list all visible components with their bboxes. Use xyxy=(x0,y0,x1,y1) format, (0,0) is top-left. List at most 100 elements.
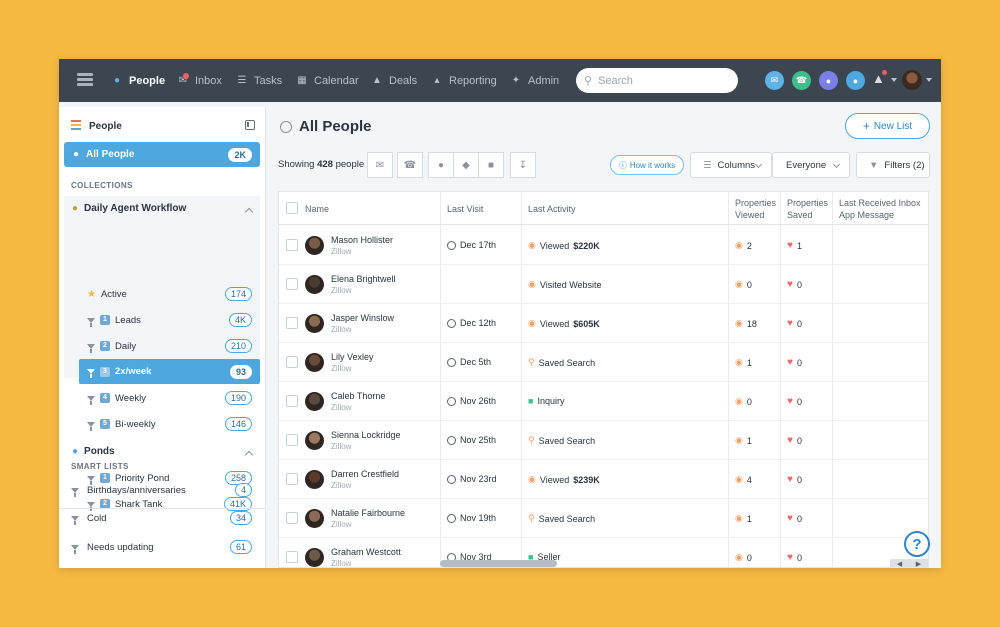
row-checkbox[interactable] xyxy=(286,434,298,446)
nav-tasks[interactable]: ☰ Tasks xyxy=(237,74,283,87)
ponds-icon: ● xyxy=(72,446,79,457)
table-row[interactable]: Mason Hollister Zillow Dec 17th ◉ Viewed $220… xyxy=(279,226,928,265)
horizontal-scrollbar[interactable] xyxy=(440,560,557,567)
divider xyxy=(59,508,265,509)
email-action-icon[interactable]: ✉ xyxy=(765,71,784,90)
chat-action-icon[interactable]: ● xyxy=(819,71,838,90)
filters-button[interactable]: ▼ Filters (2) xyxy=(856,152,930,178)
search-input[interactable] xyxy=(598,74,719,87)
search-bar[interactable]: ⚲ xyxy=(576,68,738,93)
call-button[interactable]: ☎ xyxy=(397,152,423,178)
table-row[interactable]: Jasper Winslow Zillow Dec 12th ◉ Viewed $605K… xyxy=(279,304,928,343)
smart-list-cold[interactable]: Cold 34 xyxy=(71,507,260,529)
header-properties-viewed[interactable]: Properties Viewed xyxy=(735,197,777,220)
table-row[interactable]: Darren Crestfield Zillow Nov 23rd ◉ Viewed $2… xyxy=(279,460,928,499)
table-row[interactable]: Sienna Lockridge Zillow Nov 25th ⚲ Saved Sea… xyxy=(279,421,928,460)
last-activity-cell: ◉ Viewed $239K xyxy=(528,474,600,485)
sidebar-item-bi-weekly[interactable]: 5 Bi-weekly 146 xyxy=(64,413,260,435)
nav-people[interactable]: ● People xyxy=(111,59,165,102)
smart-list-birthdays[interactable]: Birthdays/anniversaries 4 xyxy=(71,479,260,501)
assign-button[interactable]: ● xyxy=(428,152,454,178)
smart-list-needs-updating[interactable]: Needs updating 61 xyxy=(71,536,260,558)
person-name[interactable]: Jasper Winslow xyxy=(331,313,395,323)
table-row[interactable]: Caleb Thorne Zillow Nov 26th ■ Inquiry ◉ 0 ♥ 0 xyxy=(279,382,928,421)
row-checkbox[interactable] xyxy=(286,395,298,407)
row-checkbox[interactable] xyxy=(286,356,298,368)
table-row[interactable]: Lily Vexley Zillow Dec 5th ⚲ Saved Search ◉ 1 ♥… xyxy=(279,343,928,382)
workflow-header[interactable]: ● Daily Agent Workflow xyxy=(72,203,187,214)
add-person-action-icon[interactable]: ● xyxy=(846,71,865,90)
delete-button[interactable]: ■ xyxy=(478,152,504,178)
sidebar-item-active[interactable]: ★ Active 174 xyxy=(64,283,260,305)
table-row[interactable]: Natalie Fairbourne Zillow Nov 19th ⚲ Saved S… xyxy=(279,499,928,538)
phone-icon: ☎ xyxy=(403,159,417,171)
row-checkbox[interactable] xyxy=(286,551,298,563)
bell-icon[interactable]: ▲ xyxy=(872,71,885,86)
person-name[interactable]: Sienna Lockridge xyxy=(331,430,401,440)
person-name[interactable]: Natalie Fairbourne xyxy=(331,508,406,518)
chevron-right-icon[interactable]: ▶ xyxy=(915,560,922,568)
person-name[interactable]: Lily Vexley xyxy=(331,352,374,362)
how-it-works-button[interactable]: ⓘ How it works xyxy=(610,155,684,175)
row-checkbox[interactable] xyxy=(286,278,298,290)
properties-viewed-cell: ◉ 18 xyxy=(735,318,757,329)
nav-deals[interactable]: ▲ Deals xyxy=(372,74,418,87)
logo-icon[interactable] xyxy=(77,73,93,89)
sidebar-item-weekly[interactable]: 4 Weekly 190 xyxy=(64,387,260,409)
sidebar-item-daily[interactable]: 2 Daily 210 xyxy=(64,335,260,357)
header-name[interactable]: Name xyxy=(305,203,330,214)
nav-calendar[interactable]: ▦ Calendar xyxy=(297,74,359,87)
user-avatar[interactable] xyxy=(902,70,922,90)
row-checkbox[interactable] xyxy=(286,473,298,485)
new-list-button[interactable]: + New List xyxy=(845,113,930,139)
sidebar-item-leads[interactable]: 1 Leads 4K xyxy=(64,309,260,331)
person-name[interactable]: Caleb Thorne xyxy=(331,391,386,401)
person-name[interactable]: Graham Westcott xyxy=(331,547,401,557)
header-last-visit[interactable]: Last Visit xyxy=(447,203,484,214)
person-source: Zillow xyxy=(331,364,352,373)
eye-icon: ◉ xyxy=(735,474,743,484)
column-divider xyxy=(440,192,441,567)
chevron-down-icon[interactable] xyxy=(926,78,932,82)
select-all-checkbox[interactable] xyxy=(286,202,298,214)
person-name[interactable]: Mason Hollister xyxy=(331,235,394,245)
row-checkbox[interactable] xyxy=(286,239,298,251)
last-activity-cell: ⚲ Saved Search xyxy=(528,357,596,368)
ponds-header[interactable]: ● Ponds xyxy=(72,446,115,457)
last-visit-cell: Dec 17th xyxy=(447,240,496,250)
clock-icon xyxy=(447,357,456,367)
header-last-activity[interactable]: Last Activity xyxy=(528,203,576,214)
chevron-up-icon[interactable] xyxy=(244,207,254,217)
heart-icon: ♥ xyxy=(787,513,793,524)
collapse-sidebar-icon[interactable] xyxy=(245,120,255,130)
chevron-up-icon[interactable] xyxy=(244,450,254,460)
header-last-inbox-message[interactable]: Last Received Inbox App Message xyxy=(839,197,921,220)
table-row[interactable]: Graham Westcott Zillow Nov 3rd ■ Seller ◉ 0 ♥ 0 xyxy=(279,538,928,567)
scroll-arrows[interactable]: ◀ ▶ xyxy=(890,559,928,568)
export-button[interactable]: ↧ xyxy=(510,152,536,178)
chevron-left-icon[interactable]: ◀ xyxy=(896,560,903,568)
inbox-notification-dot xyxy=(183,73,189,79)
tag-button[interactable]: ◆ xyxy=(453,152,479,178)
row-checkbox[interactable] xyxy=(286,512,298,524)
last-visit-cell: Nov 26th xyxy=(447,396,496,406)
phone-action-icon[interactable]: ☎ xyxy=(792,71,811,90)
header-properties-saved[interactable]: Properties Saved xyxy=(787,197,829,220)
chevron-down-icon[interactable] xyxy=(891,78,897,82)
table-row[interactable]: Elena Brightwell Zillow ◉ Visited Website ◉ 0… xyxy=(279,265,928,304)
column-divider xyxy=(728,192,729,567)
person-name[interactable]: Elena Brightwell xyxy=(331,274,396,284)
sidebar-item-all-people[interactable]: ● All People 2K xyxy=(64,142,260,167)
download-icon: ↧ xyxy=(518,159,528,171)
everyone-dropdown[interactable]: Everyone xyxy=(772,152,850,178)
row-checkbox[interactable] xyxy=(286,317,298,329)
last-activity-cell: ■ Seller xyxy=(528,552,561,562)
columns-dropdown[interactable]: ☰ Columns xyxy=(690,152,772,178)
nav-reporting[interactable]: ▴ Reporting xyxy=(431,59,496,102)
nav-admin[interactable]: ✦ Admin xyxy=(511,74,560,87)
sidebar-item-2x-week[interactable]: 3 2x/week 93 xyxy=(79,359,260,384)
nav-inbox[interactable]: ✉ Inbox xyxy=(178,74,222,87)
person-name[interactable]: Darren Crestfield xyxy=(331,469,400,479)
email-button[interactable]: ✉ xyxy=(367,152,393,178)
help-button[interactable]: ? xyxy=(904,531,930,557)
